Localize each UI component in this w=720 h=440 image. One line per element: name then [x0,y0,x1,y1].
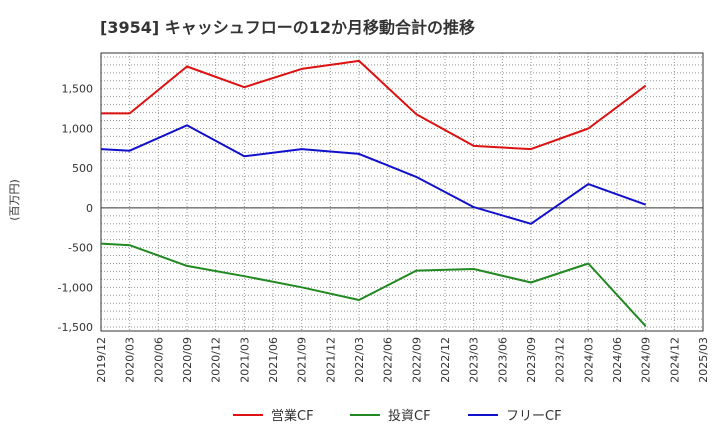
series-line [100,124,647,225]
x-tick-label: 2025/03 [697,337,710,383]
legend-label: 投資CF [388,408,431,424]
y-tick-label: 0 [86,202,93,215]
y-tick-label: -1,000 [58,281,93,294]
x-tick-label: 2023/09 [525,337,538,383]
legend: 営業CF 投資CF フリーCF [233,408,562,424]
x-tick-label: 2021/09 [296,337,309,383]
x-tick-label: 2020/03 [124,337,137,383]
y-axis-ticks: 1,500 1,000 500 0 -500 -1,000 -1,500 [58,83,93,334]
x-tick-label: 2022/09 [410,337,423,383]
x-tick-label: 2021/12 [324,337,337,383]
x-tick-label: 2022/06 [382,337,395,383]
x-tick-label: 2020/12 [210,337,223,383]
x-tick-label: 2020/06 [152,337,165,383]
x-tick-label: 2024/12 [668,337,681,383]
x-tick-label: 2021/03 [238,337,251,383]
legend-label: フリーCF [506,409,562,424]
y-axis-label: (百万円) [8,179,21,221]
x-tick-label: 2023/06 [496,337,509,383]
chart-title: [3954] キャッシュフローの12か月移動合計の推移 [100,18,475,37]
x-tick-label: 2023/12 [554,337,567,383]
x-tick-label: 2022/03 [353,337,366,383]
y-tick-label: 1,500 [62,83,94,96]
series-line [101,59,647,151]
y-tick-label: 500 [72,162,93,175]
y-tick-label: 1,000 [62,122,94,135]
x-tick-label: 2024/06 [611,337,624,383]
y-tick-label: -1,500 [58,321,93,334]
y-tick-label: -500 [68,242,93,255]
series-line [100,242,647,327]
x-tick-label: 2020/09 [181,337,194,383]
plot-border [100,52,704,332]
x-tick-label: 2022/12 [439,337,452,383]
x-tick-label: 2023/03 [468,337,481,383]
x-tick-label: 2024/03 [582,337,595,383]
x-tick-label: 2024/09 [640,337,653,383]
legend-label: 営業CF [271,408,314,424]
x-tick-label: 2021/06 [267,337,280,383]
x-axis-ticks: 2019/12 2020/03 2020/06 2020/09 2020/12 2021/… [95,337,710,383]
series-layer [100,59,647,327]
x-tick-label: 2019/12 [95,337,108,383]
